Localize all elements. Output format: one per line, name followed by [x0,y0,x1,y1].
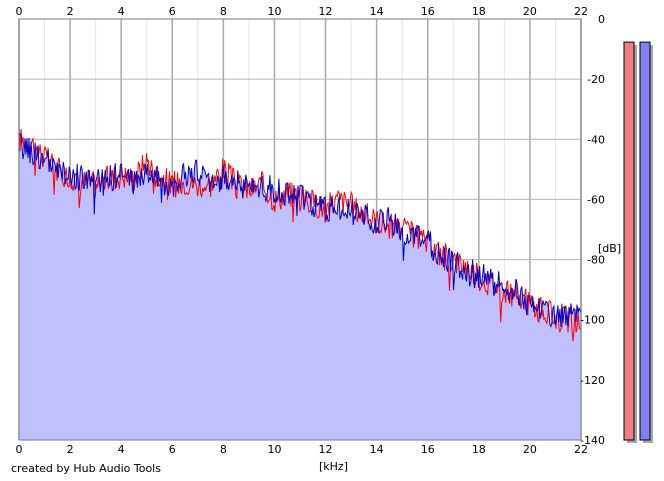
x-tick-label-bottom: 0 [16,443,23,456]
x-tick-label-bottom: 6 [169,443,176,456]
y-tick-label: 0 [598,13,605,26]
x-axis-label: [kHz] [319,460,348,473]
credit-text: created by Hub Audio Tools [11,462,161,475]
x-tick-label-bottom: 8 [220,443,227,456]
x-tick-label-top: 2 [67,5,74,18]
spectrum-series [18,128,582,342]
spectrum-fill [19,133,581,440]
x-tick-label-bottom: 10 [267,443,281,456]
x-tick-label-bottom: 14 [370,443,384,456]
y-tick-label: -140 [580,434,605,447]
x-tick-label-bottom: 18 [472,443,486,456]
x-tick-label-top: 10 [267,5,281,18]
x-tick-label-top: 0 [16,5,23,18]
x-tick-label-top: 20 [523,5,537,18]
y-axis-label: [dB] [598,242,621,255]
level-meter-right [639,41,651,441]
y-tick-label: -80 [587,254,605,267]
x-tick-label-bottom: 16 [421,443,435,456]
y-tick-label: -60 [587,193,605,206]
series-left-channel [18,128,582,342]
y-tick-label: -40 [587,133,605,146]
x-tick-label-bottom: 20 [523,443,537,456]
spectrum-area-fill [19,133,581,440]
x-tick-label-bottom: 2 [67,443,74,456]
level-meters [623,41,653,444]
x-tick-label-top: 8 [220,5,227,18]
x-tick-label-bottom: 4 [118,443,125,456]
level-meter-left [623,41,635,441]
plot-border [18,18,582,441]
x-tick-label-top: 16 [421,5,435,18]
series-right-channel [18,133,582,328]
plot-frame [18,18,582,441]
x-tick-label-top: 18 [472,5,486,18]
y-tick-label: -20 [587,73,605,86]
x-tick-label-top: 12 [319,5,333,18]
x-tick-label-bottom: 12 [319,443,333,456]
x-tick-label-top: 14 [370,5,384,18]
x-tick-label-top: 6 [169,5,176,18]
tick-labels: 002244668810101212141416161818202022220-… [16,5,606,456]
y-tick-label: -120 [580,374,605,387]
y-tick-label: -100 [580,314,605,327]
x-tick-label-top: 22 [574,5,588,18]
x-tick-label-top: 4 [118,5,125,18]
x-tick-label-bottom: 22 [574,443,588,456]
